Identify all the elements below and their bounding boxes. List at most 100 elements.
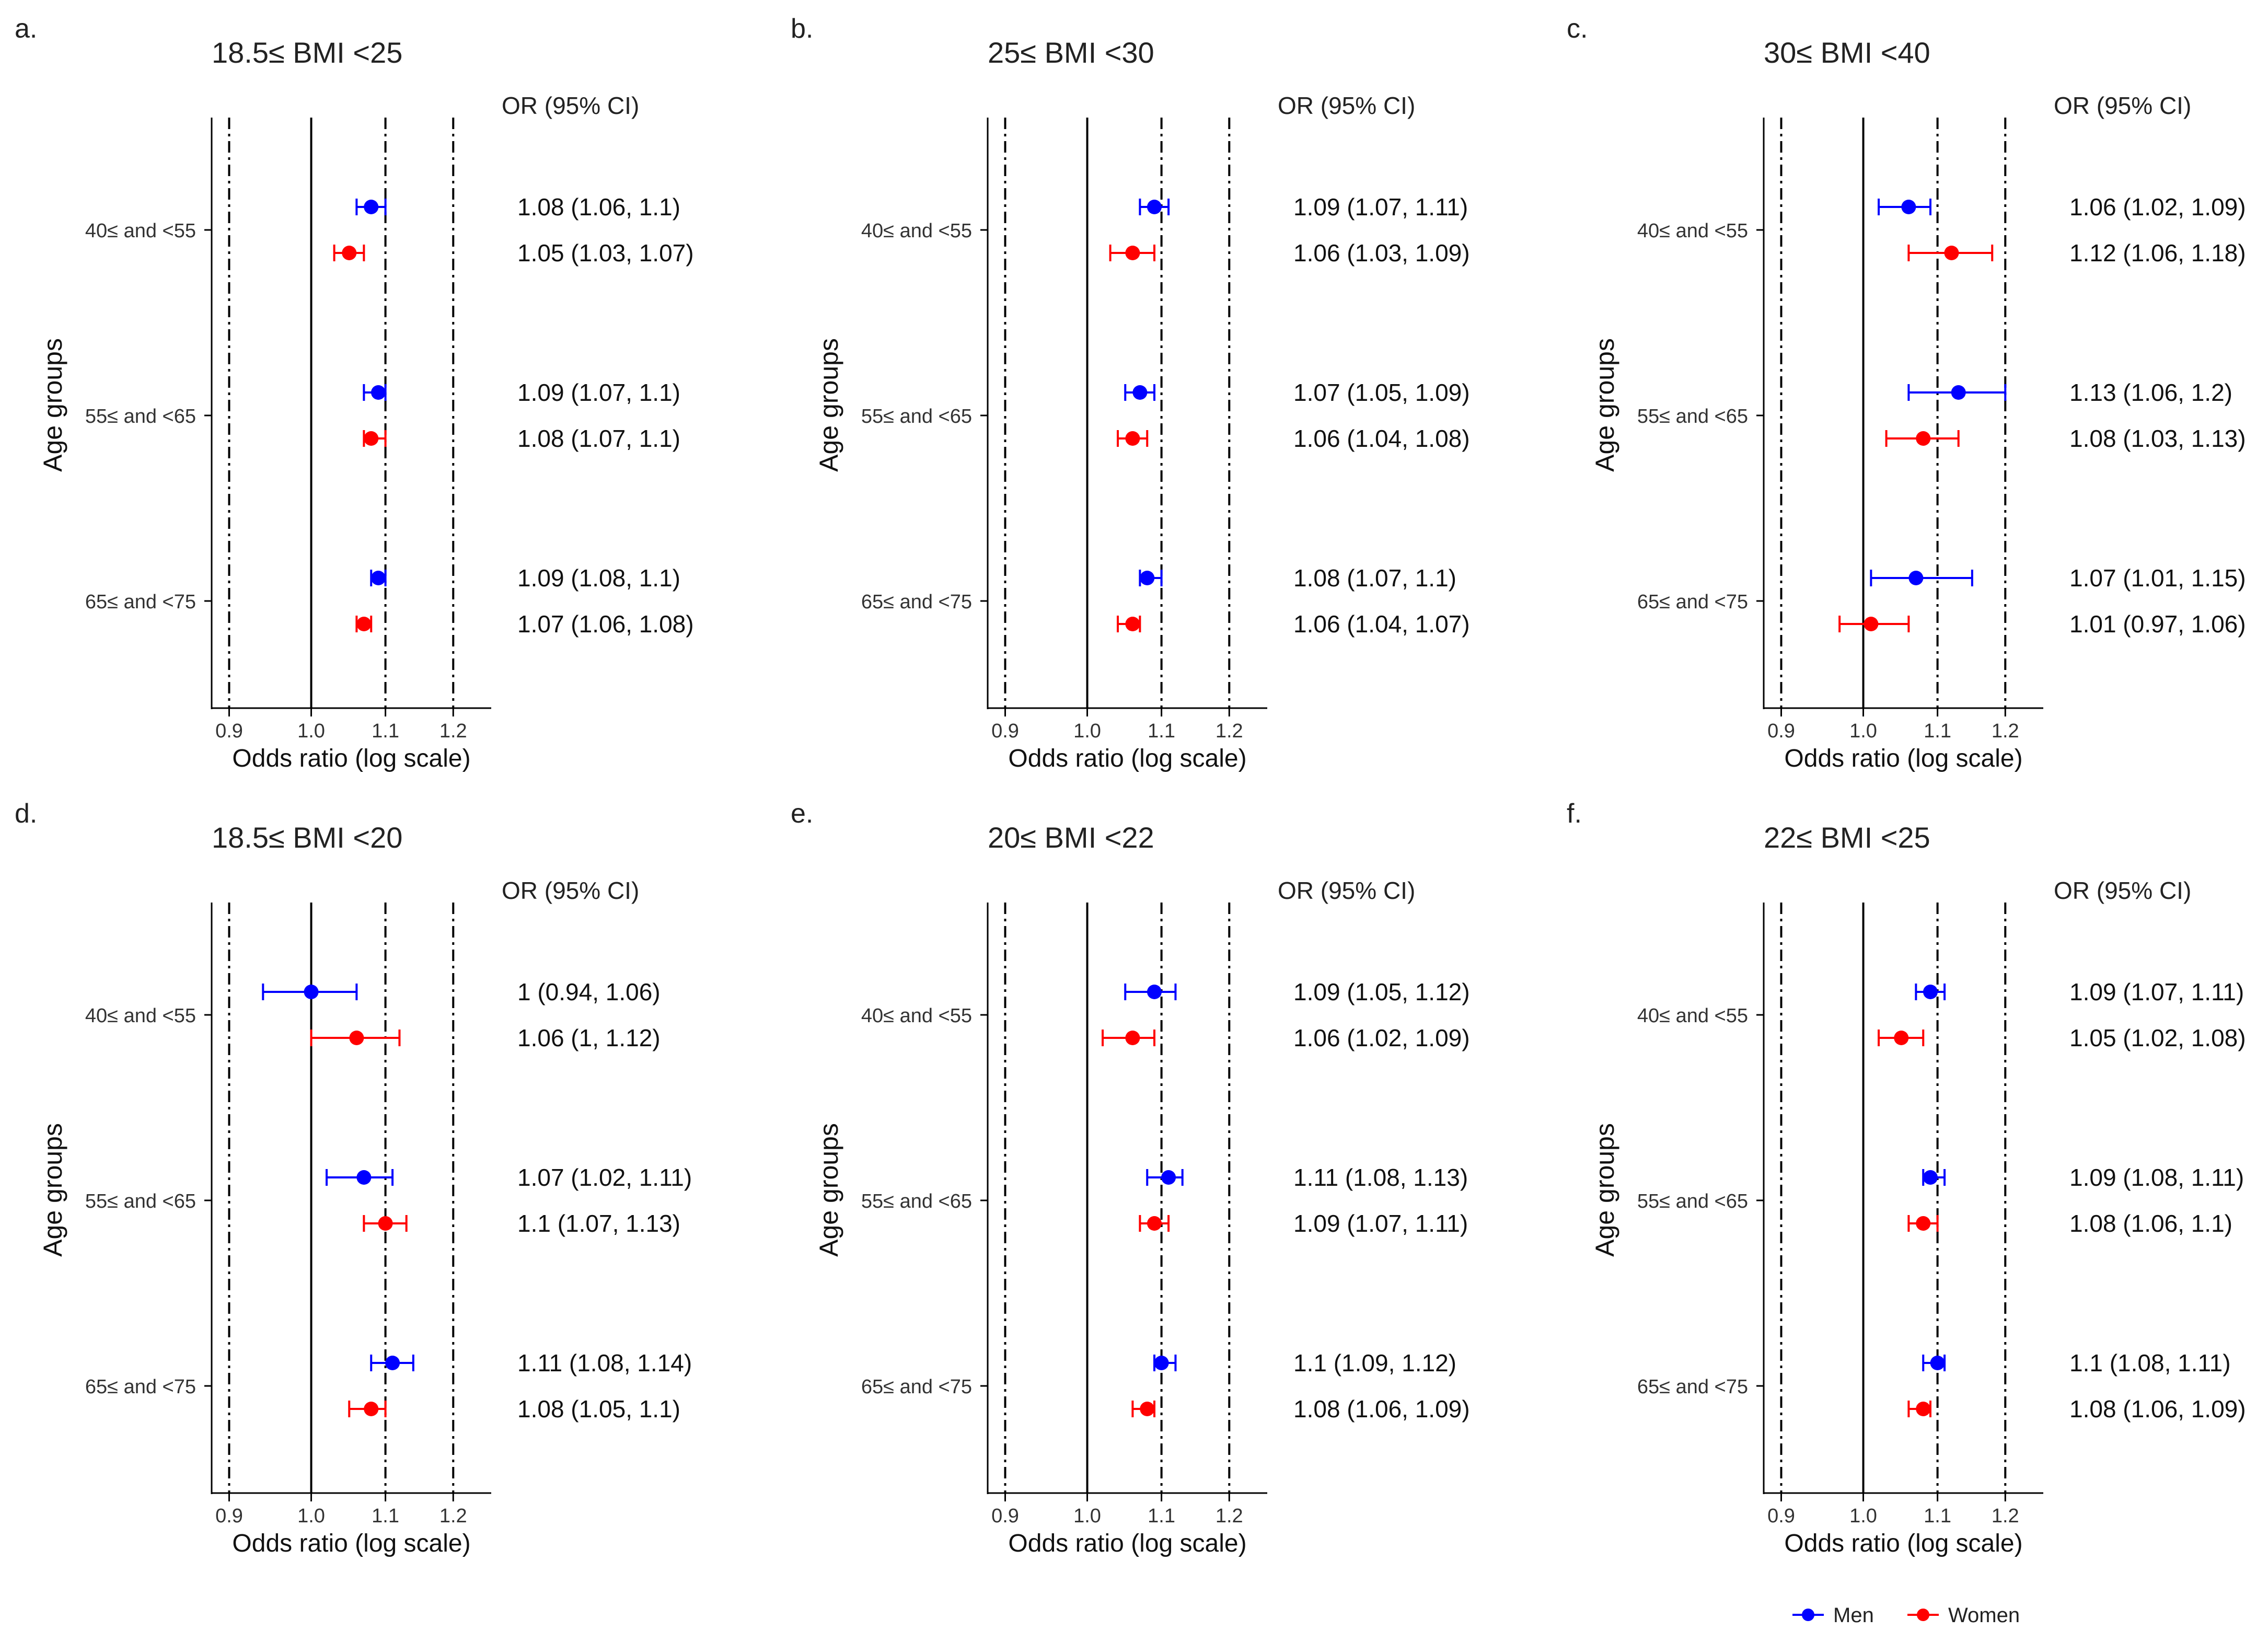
men-point-estimate [364, 200, 379, 214]
x-tick-label: 1.0 [297, 720, 325, 742]
panel-d: d. 18.5≤ BMI <20 OR (95% CI) 0.9 1.0 1.1 1.2 Od… [15, 799, 692, 1557]
men-point-estimate [1951, 385, 1966, 400]
women-or-ci-text: 1.09 (1.07, 1.11) [1293, 1210, 1468, 1237]
x-axis-label: Odds ratio (log scale) [232, 745, 470, 772]
women-point-estimate [364, 1402, 379, 1416]
x-tick-label: 1.1 [1924, 720, 1951, 742]
legend-men-marker [1802, 1609, 1814, 1621]
panel-letter: c. [1567, 14, 1588, 44]
men-or-ci-text: 1.07 (1.01, 1.15) [2069, 564, 2246, 592]
men-point-estimate [1147, 985, 1162, 999]
x-tick-label: 1.2 [1216, 1505, 1243, 1527]
men-point-estimate [1132, 385, 1148, 400]
y-tick-label: 55≤ and <65 [861, 1190, 972, 1212]
x-tick-label: 1.1 [1924, 1505, 1951, 1527]
women-point-estimate [349, 1031, 364, 1045]
men-point-estimate [356, 1170, 372, 1185]
women-point-estimate [378, 1216, 393, 1231]
men-point-estimate [1908, 571, 1924, 585]
panel-letter: d. [15, 799, 37, 829]
y-tick-label: 55≤ and <65 [1637, 1190, 1748, 1212]
x-axis-label: Odds ratio (log scale) [1008, 745, 1246, 772]
panel-f: f. 22≤ BMI <25 OR (95% CI) 0.9 1.0 1.1 1.2 Odds… [1567, 799, 2246, 1557]
men-or-ci-text: 1.09 (1.07, 1.11) [1293, 193, 1468, 221]
women-point-estimate [1125, 617, 1140, 631]
panel-title: 30≤ BMI <40 [1764, 36, 1930, 69]
or-ci-header: OR (95% CI) [502, 92, 639, 119]
x-tick-label: 1.1 [1148, 1505, 1175, 1527]
men-or-ci-text: 1.09 (1.08, 1.11) [2069, 1164, 2244, 1191]
men-or-ci-text: 1.06 (1.02, 1.09) [2069, 193, 2246, 221]
y-tick-label: 40≤ and <55 [85, 1005, 196, 1027]
y-axis-label: Age groups [1590, 1123, 1619, 1257]
men-or-ci-text: 1.07 (1.02, 1.11) [517, 1164, 692, 1191]
y-axis-label: Age groups [38, 1123, 67, 1257]
x-tick-label: 0.9 [1767, 1505, 1795, 1527]
women-point-estimate [1916, 1402, 1931, 1416]
men-point-estimate [385, 1356, 400, 1370]
men-or-ci-text: 1.1 (1.09, 1.12) [1293, 1349, 1456, 1377]
y-tick-label: 40≤ and <55 [861, 220, 972, 242]
men-point-estimate [304, 985, 319, 999]
or-ci-header: OR (95% CI) [2054, 877, 2191, 904]
men-or-ci-text: 1.13 (1.06, 1.2) [2069, 379, 2232, 406]
women-point-estimate [1125, 1031, 1140, 1045]
y-tick-label: 65≤ and <75 [861, 1376, 972, 1398]
panel-title: 25≤ BMI <30 [988, 36, 1154, 69]
x-tick-label: 0.9 [1767, 720, 1795, 742]
x-tick-label: 0.9 [991, 1505, 1019, 1527]
women-point-estimate [1147, 1216, 1162, 1231]
y-tick-label: 65≤ and <75 [85, 1376, 196, 1398]
men-or-ci-text: 1 (0.94, 1.06) [517, 978, 661, 1005]
men-point-estimate [1161, 1170, 1176, 1185]
women-point-estimate [1140, 1402, 1155, 1416]
x-tick-label: 0.9 [991, 720, 1019, 742]
legend-women-marker [1917, 1609, 1929, 1621]
men-or-ci-text: 1.09 (1.07, 1.1) [517, 379, 680, 406]
x-tick-label: 1.2 [439, 1505, 467, 1527]
women-or-ci-text: 1.12 (1.06, 1.18) [2069, 239, 2246, 267]
men-or-ci-text: 1.09 (1.07, 1.11) [2069, 978, 2244, 1005]
women-or-ci-text: 1.05 (1.03, 1.07) [517, 239, 694, 267]
y-tick-label: 40≤ and <55 [861, 1005, 972, 1027]
y-axis-label: Age groups [38, 338, 67, 472]
panel-a: a. 18.5≤ BMI <25 OR (95% CI) 0.9 1.0 1.1 1.2 Od… [15, 14, 694, 772]
women-point-estimate [1894, 1031, 1909, 1045]
legend: Men Women [1792, 1604, 2020, 1627]
y-axis-label: Age groups [814, 1123, 843, 1257]
x-tick-label: 0.9 [215, 1505, 243, 1527]
y-tick-label: 40≤ and <55 [1637, 1005, 1748, 1027]
men-point-estimate [371, 571, 386, 585]
or-ci-header: OR (95% CI) [2054, 92, 2191, 119]
women-point-estimate [1916, 1216, 1931, 1231]
men-or-ci-text: 1.08 (1.06, 1.1) [517, 193, 680, 221]
women-or-ci-text: 1.06 (1.04, 1.07) [1293, 610, 1470, 638]
or-ci-header: OR (95% CI) [502, 877, 639, 904]
x-tick-label: 1.1 [372, 720, 399, 742]
women-or-ci-text: 1.08 (1.06, 1.09) [1293, 1395, 1470, 1423]
y-tick-label: 55≤ and <65 [861, 406, 972, 427]
x-axis-label: Odds ratio (log scale) [232, 1530, 470, 1557]
or-ci-header: OR (95% CI) [1278, 92, 1415, 119]
women-or-ci-text: 1.06 (1, 1.12) [517, 1024, 661, 1051]
women-point-estimate [342, 246, 357, 260]
men-point-estimate [1154, 1356, 1169, 1370]
panel-letter: f. [1567, 799, 1582, 829]
y-tick-label: 55≤ and <65 [1637, 406, 1748, 427]
men-or-ci-text: 1.07 (1.05, 1.09) [1293, 379, 1470, 406]
men-point-estimate [1930, 1356, 1945, 1370]
x-tick-label: 0.9 [215, 720, 243, 742]
y-tick-label: 55≤ and <65 [85, 406, 196, 427]
panel-letter: e. [791, 799, 813, 829]
men-or-ci-text: 1.11 (1.08, 1.13) [1293, 1164, 1468, 1191]
women-or-ci-text: 1.07 (1.06, 1.08) [517, 610, 694, 638]
men-point-estimate [1901, 200, 1916, 214]
y-tick-label: 65≤ and <75 [85, 591, 196, 613]
women-point-estimate [1125, 246, 1140, 260]
x-tick-label: 1.0 [1073, 720, 1101, 742]
women-or-ci-text: 1.1 (1.07, 1.13) [517, 1210, 680, 1237]
women-or-ci-text: 1.08 (1.03, 1.13) [2069, 425, 2246, 452]
panel-title: 22≤ BMI <25 [1764, 821, 1930, 854]
panel-title: 18.5≤ BMI <25 [212, 36, 402, 69]
